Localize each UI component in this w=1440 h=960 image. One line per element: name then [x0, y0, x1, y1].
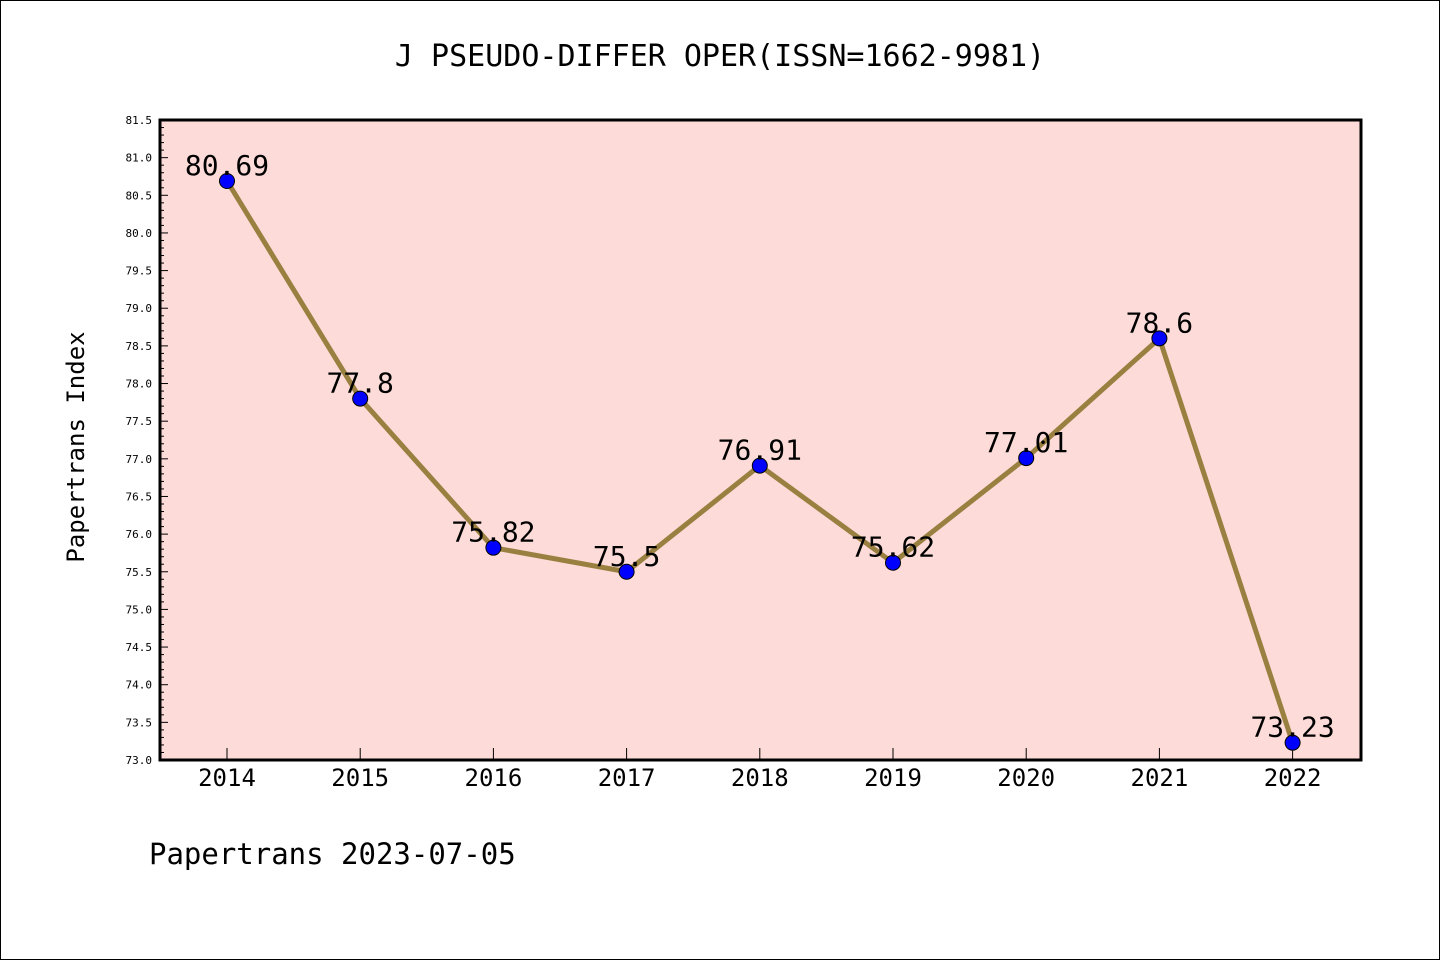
- plot-area: [160, 120, 1361, 760]
- data-label: 73.23: [1250, 711, 1334, 744]
- chart-title: J PSEUDO-DIFFER OPER(ISSN=1662-9981): [395, 39, 1045, 74]
- data-label: 75.5: [593, 540, 660, 573]
- data-point-marker: [352, 390, 369, 407]
- data-label: 78.6: [1126, 306, 1193, 339]
- series-group: 80.69 77.8 75.82 75.5 76.91 75.62 77.01 78.6 73.…: [185, 149, 1335, 751]
- x-tick-label: 2016: [465, 764, 523, 792]
- data-label: 80.69: [185, 149, 269, 182]
- x-tick-label: 2015: [331, 764, 389, 792]
- x-tick-label: 2022: [1264, 764, 1322, 792]
- y-tick-label: 74.5: [126, 641, 153, 654]
- x-tick-label: 2014: [198, 764, 256, 792]
- y-tick-label: 76.5: [126, 490, 153, 503]
- data-label: 75.82: [451, 516, 535, 549]
- data-point-marker: [885, 554, 901, 571]
- y-tick-label: 78.5: [126, 340, 153, 353]
- data-label: 77.8: [326, 367, 393, 400]
- x-axis: 2014 2015 2016 2017 2018 2019 2020 2021 2022: [198, 748, 1321, 792]
- data-point-marker: [1151, 330, 1168, 347]
- y-tick-label: 75.0: [126, 603, 153, 616]
- y-tick-label: 81.5: [126, 114, 153, 127]
- y-tick-label: 74.0: [126, 679, 153, 692]
- data-label: 76.91: [718, 434, 802, 467]
- x-tick-label: 2017: [598, 764, 656, 792]
- y-tick-label: 80.5: [126, 189, 153, 202]
- footer-text: Papertrans 2023-07-05: [149, 837, 516, 871]
- y-tick-label: 73.5: [126, 716, 153, 729]
- y-axis: 73.0 73.5 74.0 74.5 75.0 75.5 76.0 76.5 77.0 77.5…: [126, 114, 168, 767]
- x-tick-label: 2019: [864, 764, 922, 792]
- y-tick-label: 76.0: [126, 528, 153, 541]
- data-point-marker: [1284, 734, 1301, 751]
- y-tick-label: 80.0: [126, 227, 153, 240]
- data-point-marker: [618, 563, 635, 580]
- y-tick-label: 75.5: [126, 566, 153, 579]
- y-tick-label: 79.5: [126, 265, 153, 278]
- x-tick-label: 2020: [997, 764, 1055, 792]
- data-label: 75.62: [851, 531, 935, 564]
- data-point-marker: [485, 539, 502, 556]
- data-point-marker: [1018, 450, 1035, 467]
- plot-border: [158, 118, 1363, 762]
- x-tick-label: 2018: [731, 764, 789, 792]
- data-point-marker: [751, 457, 768, 474]
- data-point-marker: [219, 172, 235, 189]
- x-tick-label: 2021: [1131, 764, 1189, 792]
- data-label: 77.01: [984, 426, 1068, 459]
- y-tick-label: 73.0: [126, 754, 153, 767]
- y-tick-label: 77.0: [126, 453, 153, 466]
- y-tick-label: 79.0: [126, 302, 153, 315]
- y-tick-label: 77.5: [126, 415, 153, 428]
- y-tick-label: 81.0: [126, 152, 153, 165]
- y-tick-label: 78.0: [126, 378, 153, 391]
- y-axis-label: Papertrans Index: [62, 331, 90, 562]
